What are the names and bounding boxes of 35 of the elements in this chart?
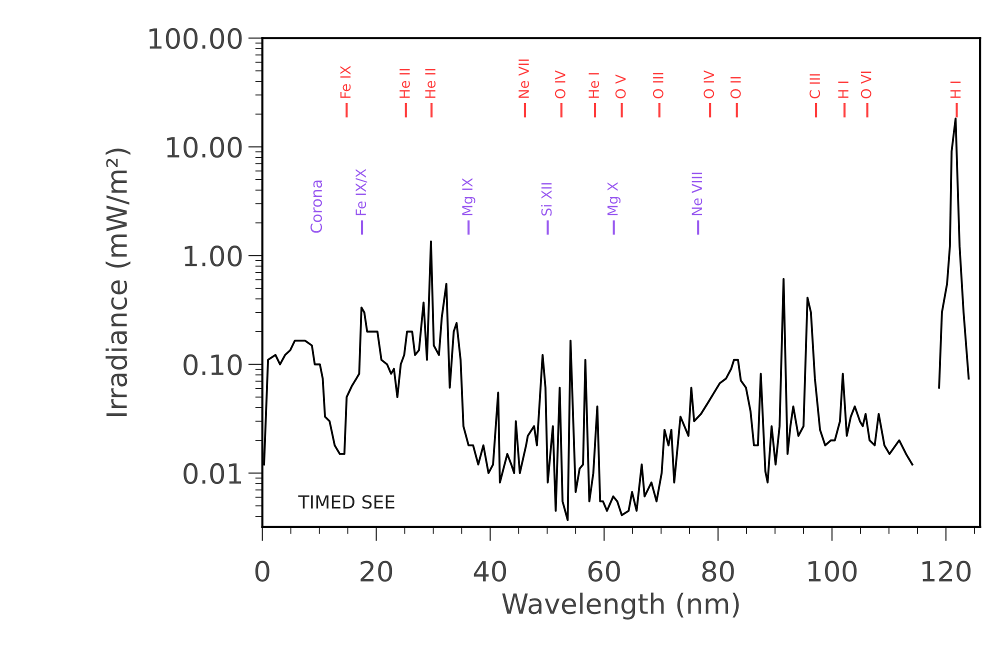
x-tick-label: 20 [360,560,392,582]
ref-line-label: He II [425,68,436,98]
ref-line-label: O III [652,72,664,98]
x-tick-label: 100 [808,560,857,582]
annotation: TIMED SEE [298,495,394,509]
ref-line-label: Ne VIII [692,172,702,216]
y-tick-label: 0.10 [184,354,242,376]
ref-line-label: He II [400,68,410,98]
ref-line-label: O IV [704,70,714,98]
y-tick-label: 1.00 [184,246,242,267]
x-tick-label: 120 [922,560,971,582]
ref-line-label: Fe IX/X [356,168,368,216]
y-tick-label: 0.01 [184,463,242,484]
ref-line-label: H I [838,82,848,98]
ref-line-label: C III [810,74,820,98]
x-tick-label: 0 [255,560,270,582]
ref-line-label: O II [730,77,741,98]
ref-line-label: O V [615,74,626,98]
x-tick-label: 80 [702,560,734,582]
y-axis-title: Irradiance (mW/m²) [106,148,130,416]
ref-line-label: O VI [860,72,872,98]
ref-line-label: Mg IX [462,178,476,216]
ref-line-label: Ne VII [518,60,529,98]
x-tick-label: 40 [474,560,506,582]
x-tick-label: 60 [588,560,620,582]
annotation: Corona [310,180,322,233]
ref-line-label: Si XII [541,183,552,216]
ref-line-label: Mg X [608,182,621,216]
ref-line-label: O IV [554,70,566,98]
ref-line-label: H I [950,82,961,98]
ref-line-label: Fe IX [340,66,351,98]
y-tick-label: 10.00 [167,136,242,158]
ref-line-label: He I [588,73,600,98]
x-axis-title: Wavelength (nm) [502,592,739,620]
y-tick-label: 100.00 [149,28,242,50]
